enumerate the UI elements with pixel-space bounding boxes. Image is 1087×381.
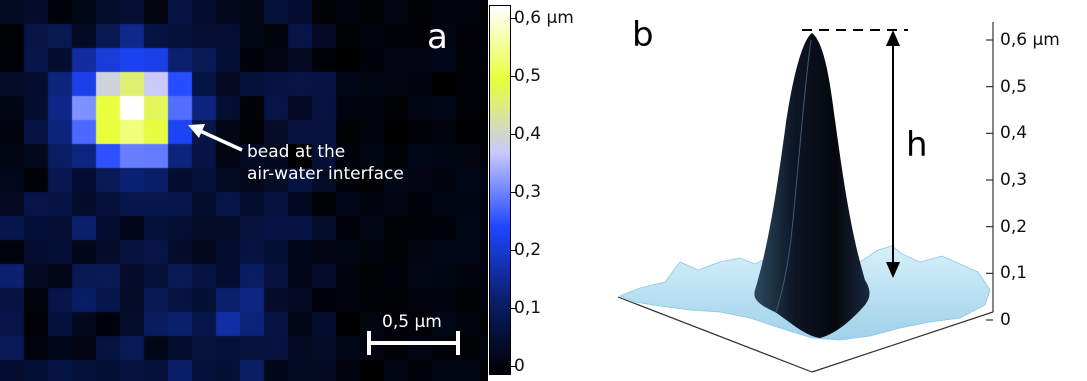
z-axis-ticks	[986, 39, 993, 321]
annotation-arrow	[188, 124, 243, 152]
panel-b-letter: b	[632, 15, 654, 55]
panel-a-letter: a	[427, 17, 448, 57]
peak-ridge-highlight	[775, 39, 812, 313]
annotation-text-line1: bead at the	[247, 142, 346, 162]
colorbar-tick	[511, 76, 517, 77]
scale-bar-label: 0,5 µm	[382, 312, 442, 332]
colorbar-tick-label: 0,3	[514, 182, 542, 202]
scale-bar	[367, 331, 460, 355]
z-axis-tick-label: 0,6 µm	[1000, 30, 1060, 50]
height-map-image	[0, 0, 488, 381]
z-axis-tick-label: 0	[1000, 310, 1011, 330]
colorbar-tick-label: 0,1	[514, 298, 542, 318]
height-map-panel: a bead at the air-water interface 0,5 µm	[0, 0, 488, 381]
colorbar-tick-label: 0,4	[514, 124, 542, 144]
z-axis-tick-label: 0,4	[1000, 123, 1028, 144]
colorbar-tick	[511, 134, 517, 135]
colorbar	[489, 5, 511, 375]
colorbar-tick	[511, 308, 517, 309]
colorbar-tick-label: 0,5	[514, 66, 542, 86]
height-label: h	[906, 125, 928, 165]
colorbar-tick-label: 0,6 µm	[514, 8, 574, 28]
z-axis-tick-label: 0,3	[1000, 170, 1028, 190]
colorbar-tick-label: 0,2	[514, 240, 542, 260]
height-arrow	[886, 30, 900, 278]
surface-peak	[754, 33, 870, 338]
colorbar-tick	[511, 192, 517, 193]
surface-base-axes	[617, 22, 994, 373]
z-axis-tick-label: 0,5	[1000, 76, 1028, 97]
colorbar-tick-label: 0	[514, 356, 525, 376]
colorbar-tick	[511, 18, 517, 19]
z-axis-tick-label: 0,2	[1000, 216, 1028, 237]
annotation-text-line2: air-water interface	[247, 164, 404, 184]
z-axis-tick-label: 0,1	[1000, 263, 1028, 284]
colorbar-tick	[511, 366, 517, 367]
colorbar-tick	[511, 250, 517, 251]
panel-a-overlay	[188, 124, 460, 355]
surface-plot-panel	[617, 22, 994, 373]
